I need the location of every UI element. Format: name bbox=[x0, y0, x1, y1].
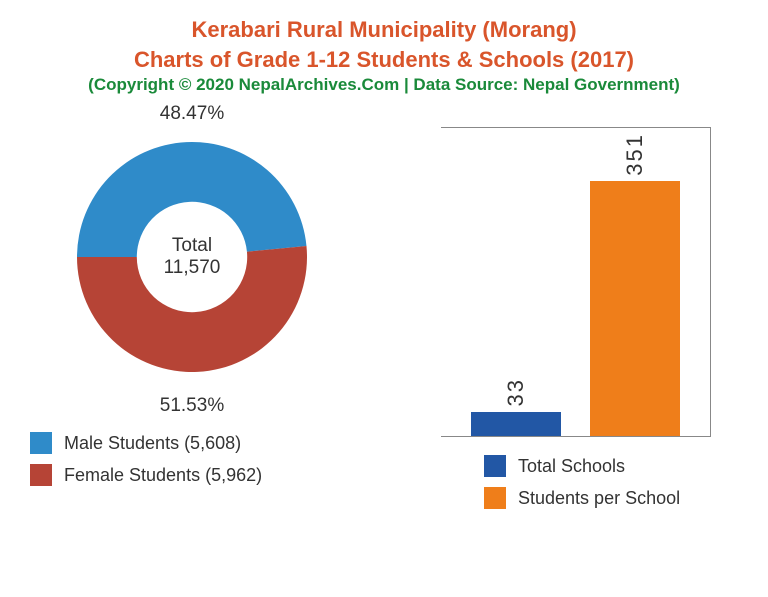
bar-legend: Total Schools Students per School bbox=[484, 455, 680, 519]
title-line-3: (Copyright © 2020 NepalArchives.Com | Da… bbox=[20, 74, 748, 97]
swatch-sps bbox=[484, 487, 506, 509]
swatch-schools bbox=[484, 455, 506, 477]
legend-label-female: Female Students (5,962) bbox=[64, 465, 262, 486]
bar-plot-area: 33 351 bbox=[441, 127, 711, 437]
charts-row: 48.47% Total 11,570 51.53% Male Students… bbox=[20, 127, 748, 519]
bar-col-schools: 33 bbox=[471, 378, 561, 436]
title-line-2: Charts of Grade 1-12 Students & Schools … bbox=[20, 45, 748, 75]
donut-total-value: 11,570 bbox=[164, 257, 221, 279]
swatch-female bbox=[30, 464, 52, 486]
legend-item-sps: Students per School bbox=[484, 487, 680, 509]
bar-rect-sps bbox=[590, 181, 680, 436]
donut-chart-panel: 48.47% Total 11,570 51.53% Male Students… bbox=[20, 127, 364, 519]
title-block: Kerabari Rural Municipality (Morang) Cha… bbox=[20, 15, 748, 97]
legend-item-female: Female Students (5,962) bbox=[30, 464, 262, 486]
donut-center: Total 11,570 bbox=[164, 235, 221, 279]
legend-label-schools: Total Schools bbox=[518, 456, 625, 477]
pct-label-female: 51.53% bbox=[160, 395, 224, 417]
donut-chart: 48.47% Total 11,570 51.53% bbox=[62, 127, 322, 387]
legend-label-sps: Students per School bbox=[518, 488, 680, 509]
legend-item-schools: Total Schools bbox=[484, 455, 680, 477]
title-line-1: Kerabari Rural Municipality (Morang) bbox=[20, 15, 748, 45]
legend-item-male: Male Students (5,608) bbox=[30, 432, 262, 454]
swatch-male bbox=[30, 432, 52, 454]
bar-value-schools: 33 bbox=[503, 378, 529, 406]
pct-label-male: 48.47% bbox=[160, 103, 224, 125]
legend-label-male: Male Students (5,608) bbox=[64, 433, 241, 454]
donut-total-label: Total bbox=[164, 235, 221, 257]
bar-rect-schools bbox=[471, 412, 561, 436]
bar-value-sps: 351 bbox=[622, 133, 648, 176]
bar-col-sps: 351 bbox=[590, 133, 680, 437]
donut-legend: Male Students (5,608) Female Students (5… bbox=[30, 432, 262, 496]
bar-chart-panel: 33 351 Total Schools Students per School bbox=[404, 127, 748, 519]
